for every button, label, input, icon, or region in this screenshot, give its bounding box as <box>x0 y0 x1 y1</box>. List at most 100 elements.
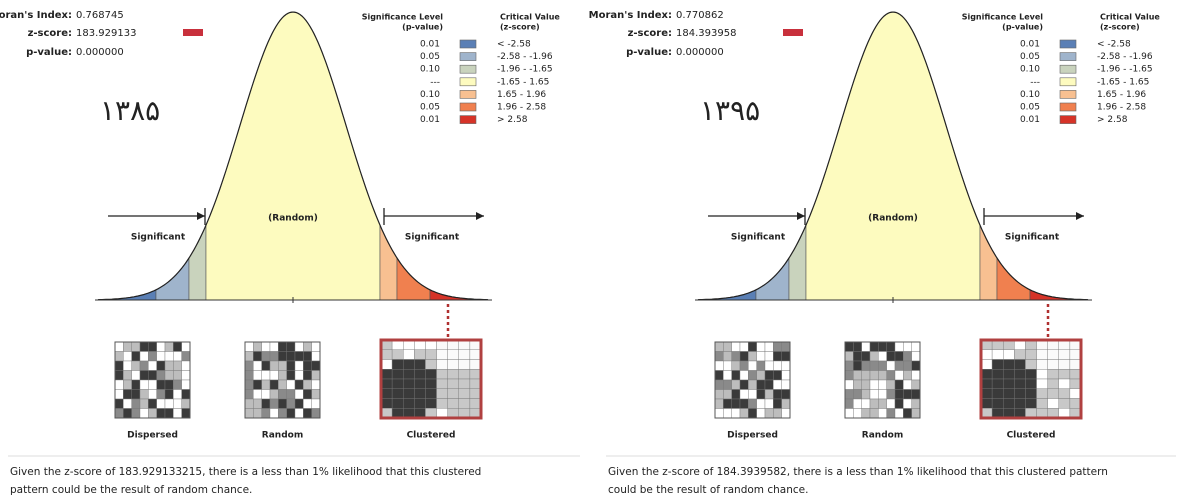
legend-swatch <box>459 77 477 87</box>
thumb-cell <box>878 389 887 400</box>
random-label: (Random) <box>868 214 918 224</box>
thumb-cell <box>991 349 1004 360</box>
thumb-cell <box>756 389 766 400</box>
arrow-head <box>1076 212 1084 220</box>
thumb-cell <box>878 370 887 381</box>
thumb-cell <box>773 379 782 390</box>
thumb-cell <box>148 360 157 371</box>
stat-value: 183.929133 <box>76 28 136 39</box>
thumb-cell <box>894 379 904 390</box>
thumb-cell <box>781 370 791 381</box>
pattern-thumb <box>714 341 791 419</box>
thumb-cell <box>139 370 149 381</box>
thumb-cell <box>1047 398 1059 409</box>
thumb-cell <box>469 378 482 389</box>
thumb-cell <box>164 341 174 352</box>
stat-value: 0.770862 <box>676 10 724 21</box>
thumb-cell <box>131 370 141 381</box>
thumb-cell <box>458 378 471 389</box>
thumb-cell <box>756 351 766 362</box>
thumb-cell <box>173 408 182 419</box>
legend-p: 0.05 <box>1020 52 1040 62</box>
thumb-frame <box>114 341 191 419</box>
thumb-cell <box>773 398 782 409</box>
thumb-cell <box>869 341 879 352</box>
thumb-cell <box>131 408 141 419</box>
thumb-cell <box>853 360 862 371</box>
thumb-cell <box>1058 369 1071 380</box>
pattern-thumb <box>844 341 921 419</box>
thumb-cell <box>114 370 124 381</box>
thumb-cell <box>303 370 312 381</box>
thumb-cell <box>114 389 124 400</box>
thumb-cell <box>425 388 437 399</box>
thumb-cell <box>458 398 471 409</box>
legend-p: 0.05 <box>420 52 440 62</box>
arrow-head <box>476 212 484 220</box>
thumb-cell <box>156 341 166 352</box>
thumb-cell <box>781 389 791 400</box>
thumb-cell <box>878 408 887 419</box>
thumb-cell <box>903 360 912 371</box>
thumb-cell <box>269 398 279 409</box>
thumb-cell <box>253 351 262 362</box>
thumb-cell <box>991 398 1004 409</box>
thumb-cell <box>244 370 254 381</box>
thumb-cell <box>148 341 157 352</box>
thumb-cell <box>131 351 141 362</box>
thumb-cell <box>764 370 774 381</box>
thumb-cell <box>731 351 741 362</box>
thumb-cell <box>911 351 921 362</box>
thumb-cell <box>380 369 393 380</box>
legend-z: > 2.58 <box>497 115 528 125</box>
thumb-cell <box>156 351 166 362</box>
thumb-cell <box>1003 398 1015 409</box>
thumb-cell <box>303 389 312 400</box>
thumb-cell <box>123 379 132 390</box>
thumb-cell <box>148 408 157 419</box>
stat-value: 0.000000 <box>76 47 124 58</box>
thumb-cell <box>403 359 415 370</box>
thumb-cell <box>173 360 182 371</box>
thumb-cell <box>447 398 459 409</box>
thumb-cell <box>123 408 132 419</box>
thumb-cell <box>731 360 741 371</box>
thumb-cell <box>1025 378 1037 389</box>
stat-label: Moran's Index: <box>0 10 72 21</box>
thumb-cell <box>261 379 271 390</box>
thumb-cell <box>303 351 312 362</box>
thumb-cell <box>878 360 887 371</box>
thumb-cell <box>894 389 904 400</box>
thumb-cell <box>723 370 732 381</box>
legend-header: Critical Value <box>1100 13 1160 22</box>
thumb-cell <box>723 341 732 352</box>
pattern-label: Random <box>862 431 903 441</box>
thumb-cell <box>1014 359 1026 370</box>
pattern-thumb <box>379 338 483 420</box>
thumb-cell <box>278 379 287 390</box>
thumb-cell <box>253 360 262 371</box>
thumb-cell <box>781 351 791 362</box>
thumb-cell <box>261 398 271 409</box>
thumb-cell <box>903 408 912 419</box>
legend-header: Significance Level <box>362 13 444 22</box>
z-swatch <box>783 29 803 36</box>
thumb-cell <box>139 408 149 419</box>
thumb-cell <box>714 360 724 371</box>
thumb-cell <box>380 388 393 399</box>
thumb-cell <box>853 341 862 352</box>
thumb-cell <box>447 359 459 370</box>
thumb-cell <box>903 370 912 381</box>
thumb-cell <box>436 378 448 389</box>
thumb-cell <box>714 379 724 390</box>
thumb-cell <box>286 360 296 371</box>
curve-segment <box>979 224 998 301</box>
thumb-cell <box>436 388 448 399</box>
thumb-cell <box>447 369 459 380</box>
thumb-frame <box>714 341 791 419</box>
bell-curve <box>97 11 489 301</box>
thumb-cell <box>294 370 304 381</box>
thumb-cell <box>403 378 415 389</box>
thumb-cell <box>739 389 749 400</box>
thumb-cell <box>853 379 862 390</box>
